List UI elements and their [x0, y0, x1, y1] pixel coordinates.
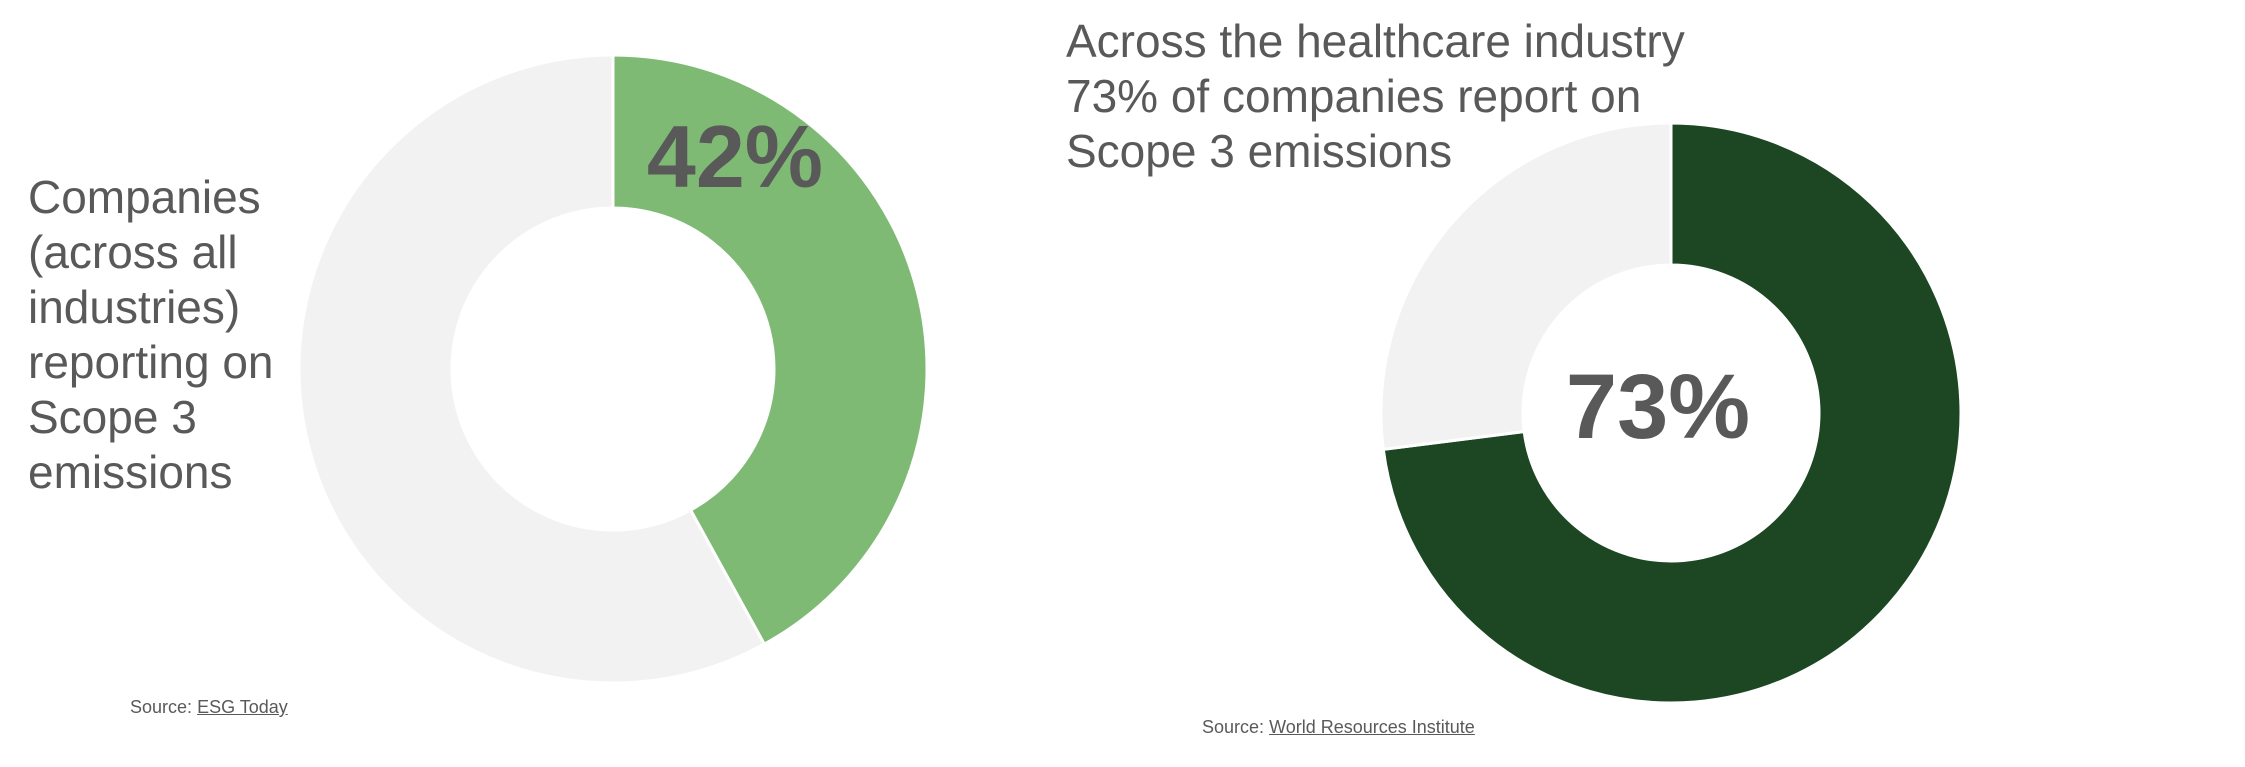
chart-title: Across the healthcare industry 73% of co… [1066, 15, 1685, 177]
source-prefix: Source: [1202, 717, 1265, 737]
donut-chart-all-industries: 42% [297, 53, 929, 685]
donut-slice-reporting [611, 53, 929, 647]
chart-panel-all-industries: Companies (across all industries) report… [0, 0, 1060, 767]
donut-chart-healthcare: 73% [1379, 121, 1963, 705]
chart-panel-healthcare: Across the healthcare industry 73% of co… [1060, 0, 2245, 767]
chart-title: Companies (across all industries) report… [28, 171, 274, 498]
donut-slice-remainder [297, 53, 767, 685]
source-link-world-resources-institute[interactable]: World Resources Institute [1269, 717, 1475, 737]
source-prefix: Source: [130, 697, 193, 717]
source-note: Source: World Resources Institute [1202, 717, 1475, 738]
donut-slice-remainder [1379, 121, 1673, 452]
percentage-label: 73% [1566, 356, 1750, 458]
source-link-esg-today[interactable]: ESG Today [197, 697, 288, 717]
source-note: Source: ESG Today [130, 697, 288, 718]
donut-slice-reporting [1381, 121, 1963, 705]
percentage-label: 42% [647, 107, 823, 206]
